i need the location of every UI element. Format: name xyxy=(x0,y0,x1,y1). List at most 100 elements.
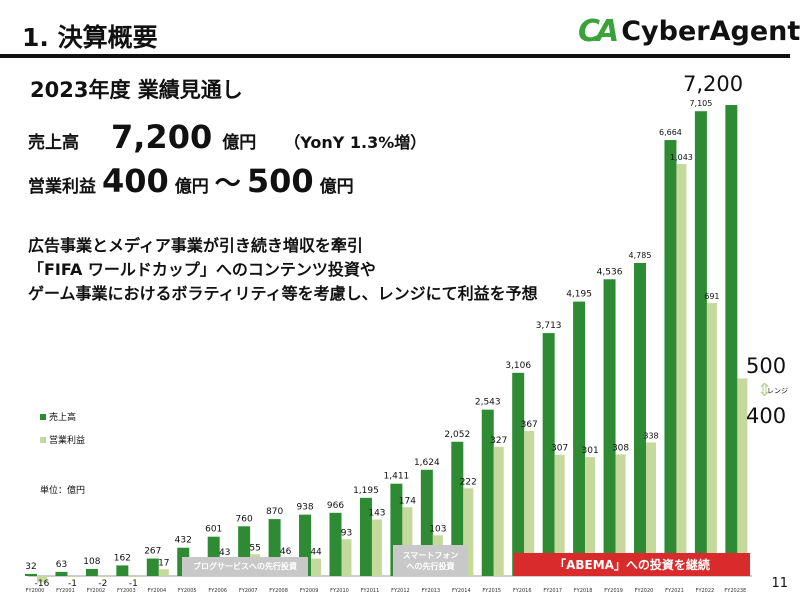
op-income-label: 55 xyxy=(249,543,260,553)
revenue-label: 432 xyxy=(175,536,192,546)
revenue-label: 4,195 xyxy=(566,290,592,300)
op-income-label: -2 xyxy=(98,579,107,589)
x-tick-label: FY2009 xyxy=(300,588,319,594)
op-label: 営業利益 xyxy=(28,177,96,197)
op-income-bar xyxy=(97,576,108,577)
revenue-label: 1,411 xyxy=(384,472,410,482)
description-line: 「FIFA ワールドカップ」へのコンテンツ投資や xyxy=(28,260,376,279)
op-income-label: 327 xyxy=(490,436,507,446)
x-tick-label: FY2006 xyxy=(208,588,227,594)
revenue-label: 63 xyxy=(56,560,67,570)
title-divider xyxy=(0,54,790,58)
op-income-label: 338 xyxy=(643,431,658,440)
op-low: 400 xyxy=(102,162,169,200)
x-tick-label: FY2015 xyxy=(482,588,501,594)
revenue-label: 760 xyxy=(236,514,253,524)
revenue-label: 870 xyxy=(266,507,283,517)
legend-label: 営業利益 xyxy=(49,436,86,446)
op-income-bar xyxy=(158,569,169,576)
op-income-label: 103 xyxy=(429,524,446,534)
annotation-smartphone: スマートフォンへの先行投資 xyxy=(393,545,468,576)
revenue-value: 7,200 xyxy=(111,118,213,156)
legend-swatch xyxy=(40,413,46,420)
op-high: 500 xyxy=(246,162,314,200)
revenue-label: 7,105 xyxy=(689,99,712,108)
x-tick-label: FY2019 xyxy=(604,588,623,594)
x-tick-label: FY2004 xyxy=(147,588,166,594)
revenue-label: 4,536 xyxy=(597,267,623,277)
revenue-unit: 億円 xyxy=(222,133,257,153)
description-line: ゲーム事業におけるボラティリティ等を考慮し、レンジにて利益を予想 xyxy=(28,284,538,303)
op-income-bar xyxy=(554,454,565,576)
x-tick-label: FY2012 xyxy=(391,588,410,594)
op-income-label: 174 xyxy=(399,496,416,506)
range-arrow-icon: ⇕ xyxy=(757,380,773,401)
revenue-label: 32 xyxy=(25,562,36,572)
revenue-bar xyxy=(85,568,98,576)
op-income-bar xyxy=(646,442,656,576)
x-tick-label: FY2000 xyxy=(26,588,45,594)
revenue-label: 267 xyxy=(144,547,161,557)
legend-op: 営業利益 xyxy=(40,433,85,446)
x-tick-label: FY2014 xyxy=(452,588,471,594)
range-low: 400 xyxy=(746,404,787,428)
op-income-label: 307 xyxy=(551,444,568,454)
op-outlook: 営業利益 400 億円 ～ 500 億円 xyxy=(28,162,354,200)
op-income-bar xyxy=(67,576,78,577)
x-tick-label: FY2010 xyxy=(330,588,349,594)
revenue-label: 938 xyxy=(296,503,313,513)
op-income-label: 17 xyxy=(158,558,169,568)
revenue-label: 3,713 xyxy=(536,321,562,331)
page-title: 1. 決算概要 xyxy=(22,23,158,52)
logo-mark: CA xyxy=(578,14,619,49)
legend-swatch xyxy=(40,436,46,443)
op-income-bar xyxy=(402,507,413,576)
op-income-bar xyxy=(737,378,748,576)
op-unit: 億円 xyxy=(174,177,209,197)
op-tilde: ～ xyxy=(214,169,241,199)
op-income-bar xyxy=(371,519,382,576)
yoy-growth: （YonY 1.3%増） xyxy=(284,133,427,152)
annotation-blog: ブログサービスへの先行投資 xyxy=(182,557,308,576)
revenue-label: 2,052 xyxy=(444,430,470,440)
range-label: レンジ xyxy=(767,387,788,395)
x-tick-label: FY2016 xyxy=(513,588,532,594)
x-tick-label: FY2005 xyxy=(178,588,197,594)
op-income-label: 691 xyxy=(704,292,719,301)
annotation-abema: 「ABEMA」への投資を継続 xyxy=(514,553,750,576)
op-unit-2: 億円 xyxy=(319,177,354,197)
revenue-bar xyxy=(725,105,738,576)
revenue-bar xyxy=(694,111,707,576)
revenue-bar xyxy=(573,301,586,576)
x-tick-label: FY2002 xyxy=(87,588,106,594)
revenue-label: 6,664 xyxy=(659,128,682,137)
revenue-label: 162 xyxy=(114,553,131,563)
op-income-label: 93 xyxy=(341,528,352,538)
op-income-label: 43 xyxy=(219,548,230,558)
page-number: 11 xyxy=(771,576,788,591)
revenue-label: 3,106 xyxy=(505,361,531,371)
description-line: 広告事業とメディア事業が引き続き増収を牽引 xyxy=(28,236,363,255)
op-income-bar xyxy=(341,539,352,576)
op-income-bar xyxy=(706,303,717,576)
op-income-bar xyxy=(493,446,504,576)
subtitle: 2023年度 業績見通し xyxy=(30,78,243,102)
unit-label: 単位：億円 xyxy=(40,486,86,496)
revenue-label: 966 xyxy=(327,501,344,511)
op-income-bar xyxy=(311,558,322,576)
revenue-label: 108 xyxy=(83,557,100,567)
revenue-bar xyxy=(634,262,646,576)
revenue-bar xyxy=(542,333,555,576)
revenue-bar xyxy=(116,565,129,576)
description: 広告事業とメディア事業が引き続き増収を牽引 「FIFA ワールドカップ」へのコン… xyxy=(28,234,538,306)
op-income-label: 222 xyxy=(460,477,477,487)
op-income-bar xyxy=(676,164,687,576)
op-income-label: -1 xyxy=(129,579,138,589)
revenue-label: 1,624 xyxy=(414,458,440,468)
revenue-label: 売上高 xyxy=(28,133,79,153)
op-income-bar xyxy=(585,457,596,576)
op-income-label: -1 xyxy=(68,579,77,589)
revenue-bar xyxy=(481,409,494,576)
op-income-label: 308 xyxy=(612,443,629,453)
